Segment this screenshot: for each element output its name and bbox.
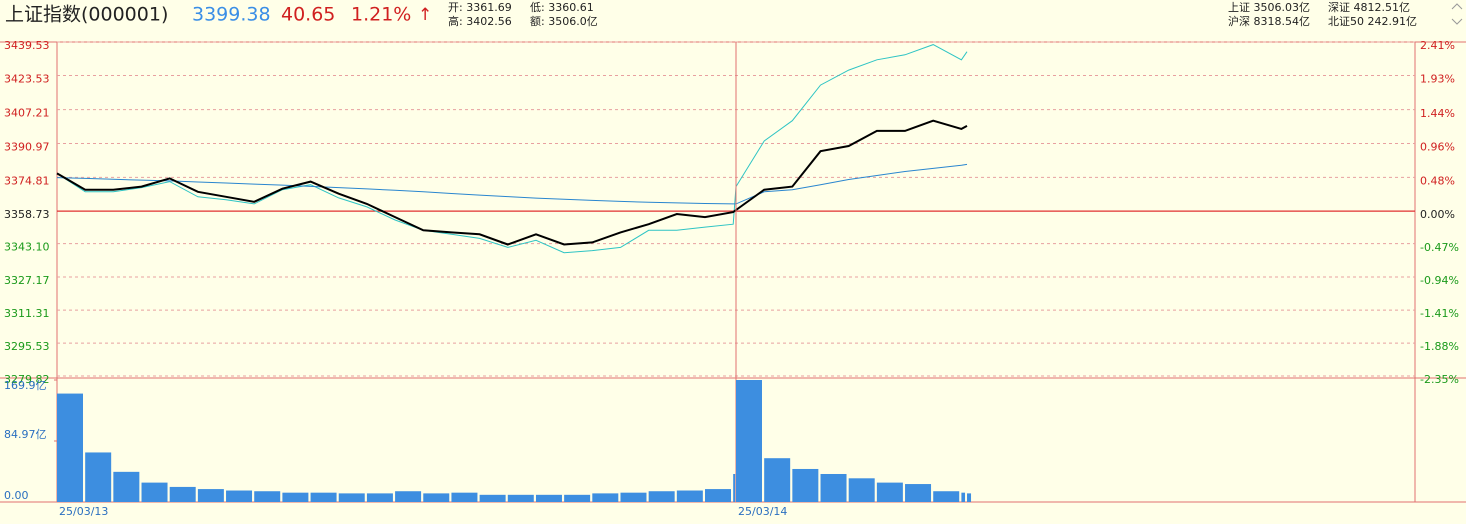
volume-bar (169, 486, 196, 502)
volume-bar (141, 482, 168, 502)
y2-tick-label: -2.35% (1420, 373, 1459, 386)
y2-tick-label: 1.44% (1420, 107, 1455, 120)
series-line (56, 44, 968, 254)
y-tick-label: 3439.53 (4, 39, 50, 52)
y2-tick-label: 1.93% (1420, 73, 1455, 86)
market: 北证50 242.91亿 (1328, 15, 1417, 28)
scroll-icon[interactable] (1451, 3, 1463, 25)
stat: 开: 3361.69 (448, 1, 512, 14)
market: 深证 4812.51亿 (1328, 1, 1410, 14)
stat: 额: 3506.0亿 (530, 15, 598, 28)
volume-bar (961, 492, 966, 502)
market: 上证 3506.03亿 (1228, 1, 1310, 14)
y-tick-label: 3327.17 (4, 274, 50, 287)
volume-bar (338, 493, 365, 502)
y-tick-label: 3390.97 (4, 141, 50, 154)
stat: 高: 3402.56 (448, 14, 512, 28)
y-tick-label: 3358.73 (4, 208, 50, 221)
volume-bar (226, 490, 253, 502)
y-tick-label: 3279.82 (4, 373, 50, 386)
pct: 1.21% (351, 4, 411, 26)
y2-tick-label: -0.47% (1420, 241, 1459, 254)
volume-bar (507, 494, 534, 502)
y-tick-label: 3295.53 (4, 340, 50, 353)
y-tick-label: 169.9亿 (4, 379, 47, 392)
volume-bar (592, 493, 619, 502)
volume-bar (197, 489, 224, 502)
y-tick-label: 3423.53 (4, 72, 50, 85)
volume-bar (820, 473, 847, 502)
y2-tick-label: -1.88% (1420, 340, 1459, 353)
y2-tick-label: 0.48% (1420, 174, 1455, 187)
y-tick-label: 3374.81 (4, 174, 50, 187)
volume-bar (792, 468, 819, 502)
y-tick-label: 84.97亿 (4, 428, 47, 441)
volume-bar (113, 471, 140, 502)
volume-bar (451, 492, 478, 502)
y-tick-label: 0.00 (4, 489, 29, 502)
y2-tick-label: -0.94% (1420, 274, 1459, 287)
volume-bar (764, 458, 791, 502)
y2-tick-label: 2.41% (1420, 39, 1455, 52)
volume-bar (905, 484, 932, 502)
volume-bar (648, 491, 675, 502)
volume-bar (479, 494, 506, 502)
volume-bar (254, 491, 281, 502)
volume-bar (423, 493, 450, 502)
stat: 低: 3360.61 (530, 1, 594, 14)
volume-bar (57, 393, 83, 502)
volume-bar (933, 491, 960, 502)
series-line (56, 119, 968, 246)
volume-bar (564, 494, 591, 502)
volume-bar (876, 482, 903, 502)
series-line (56, 163, 968, 205)
price: 3399.38 (192, 4, 271, 26)
volume-bar (848, 478, 875, 502)
arrow: ↑ (418, 5, 432, 25)
market: 沪深 8318.54亿 (1228, 14, 1310, 28)
y-tick-label: 3343.10 (4, 241, 50, 254)
volume-bar (620, 492, 647, 502)
x-tick-label: 25/03/14 (738, 505, 787, 518)
volume-bar (736, 380, 762, 502)
y-tick-label: 3407.21 (4, 107, 50, 120)
volume-bar (282, 492, 309, 502)
volume-bar (705, 489, 732, 502)
volume-bar (676, 490, 703, 502)
x-tick-label: 25/03/13 (59, 505, 108, 518)
volume-bar (310, 492, 337, 502)
volume-bar (535, 494, 562, 502)
volume-bar (395, 491, 422, 502)
y2-tick-label: -1.41% (1420, 307, 1459, 320)
volume-bar (85, 452, 112, 502)
title: 上证指数(000001) (5, 4, 168, 26)
y2-tick-label: 0.00% (1420, 208, 1455, 221)
y-tick-label: 3311.31 (4, 307, 50, 320)
volume-bar (967, 493, 972, 502)
y2-tick-label: 0.96% (1420, 141, 1455, 154)
volume-bar (733, 473, 736, 502)
change: 40.65 (281, 4, 335, 26)
volume-bar (366, 493, 393, 502)
